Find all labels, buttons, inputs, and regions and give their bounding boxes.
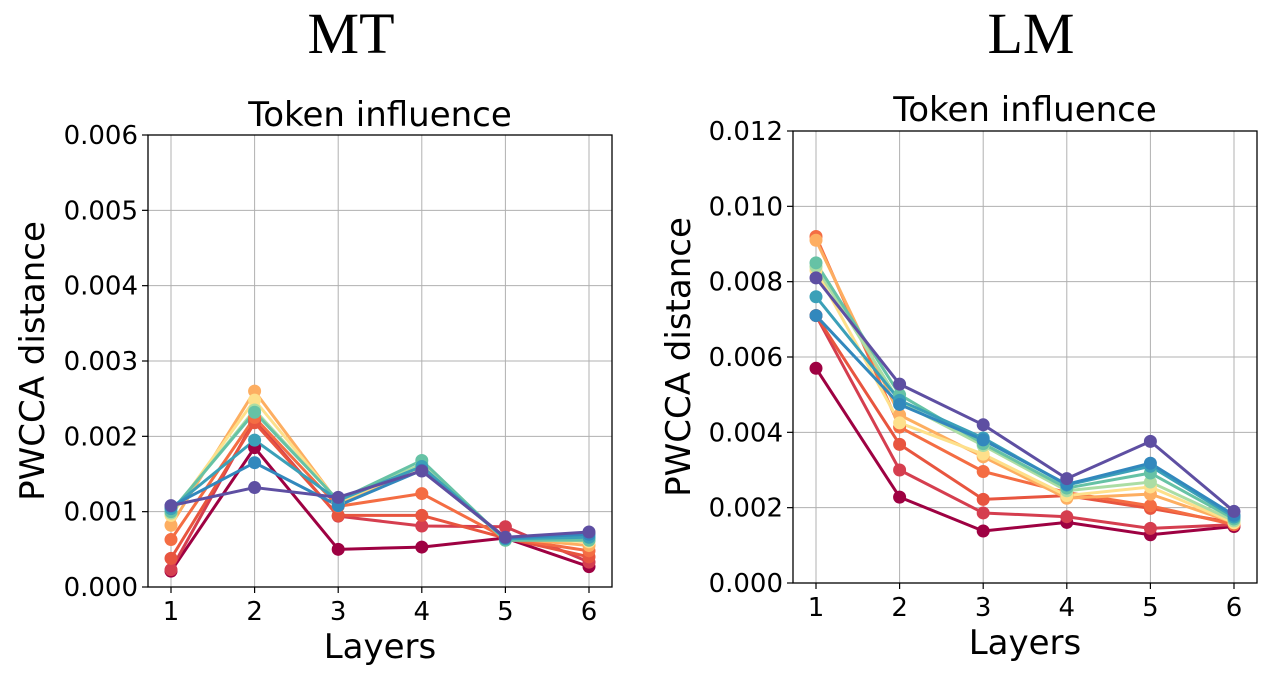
mt-series-11-point — [415, 464, 429, 478]
lm-plot-frame — [792, 130, 1258, 584]
mt-xtick-label: 5 — [497, 597, 514, 627]
lm-series-1-point — [809, 361, 823, 375]
lm-series-5-point — [809, 233, 823, 247]
mt-y-axis-label: PWCCA distance — [13, 221, 53, 501]
mt-series-1-point — [331, 542, 345, 556]
mt-xtick-label: 1 — [163, 597, 180, 627]
mt-series-11-point — [248, 481, 262, 495]
lm-series-11-point — [1143, 434, 1157, 448]
lm-series-10-point — [893, 397, 907, 411]
mt-series-3-point — [331, 508, 345, 522]
mt-ytick-label: 0.000 — [64, 573, 138, 603]
mt-ytick-label: 0.004 — [64, 272, 138, 302]
lm-ytick-label: 0.012 — [709, 117, 783, 147]
lm-series-11-point — [976, 418, 990, 432]
lm-series-10-point — [1143, 456, 1157, 470]
mt-x-axis-label: Layers — [324, 627, 437, 667]
lm-series-11-point — [1227, 504, 1241, 518]
lm-series-10-point — [976, 433, 990, 447]
lm-x-axis-label: Layers — [969, 623, 1082, 663]
mt-plot-frame — [147, 134, 613, 588]
mt-series-11-point — [331, 490, 345, 504]
lm-ytick-label: 0.004 — [709, 418, 783, 448]
lm-series-line-6 — [814, 269, 1235, 525]
mt-ytick-label: 0.006 — [64, 121, 138, 151]
lm-y-axis-label: PWCCA distance — [659, 217, 699, 497]
lm-ytick-label: 0.006 — [709, 343, 783, 373]
lm-series-1-point — [976, 524, 990, 538]
lm-chart: 0.000 0.002 0.004 0.006 0.008 0.010 0.012 1 2 3 4 5… — [659, 90, 1258, 663]
mt-plot-title: Token influence — [247, 95, 512, 135]
lm-series-10-point — [809, 309, 823, 323]
mt-series-2-point — [164, 563, 178, 577]
lm-series-line-1 — [814, 367, 1235, 537]
lm-series-line-11 — [814, 276, 1235, 513]
lm-ytick-label: 0.002 — [709, 494, 783, 524]
mt-series-5-point — [164, 518, 178, 532]
lm-series-line-2 — [814, 314, 1235, 530]
lm-series-8-point — [809, 256, 823, 270]
mt-series-4-point — [164, 533, 178, 547]
lm-series-line-8 — [814, 262, 1235, 521]
mt-series-3-point — [415, 508, 429, 522]
mt-series-line-8 — [169, 410, 589, 542]
mt-series-1-point — [415, 540, 429, 554]
lm-series-11-point — [809, 271, 823, 285]
lm-xtick-label: 4 — [1059, 593, 1076, 623]
mt-series-6-point — [248, 393, 262, 407]
lm-series-4-point — [976, 465, 990, 479]
mt-series-line-1 — [169, 446, 590, 573]
mt-series-4-point — [415, 487, 429, 501]
mt-series-11-point — [498, 530, 512, 544]
mt-ytick-label: 0.003 — [64, 347, 138, 377]
lm-series-2-point — [976, 506, 990, 520]
lm-series-3-point — [976, 492, 990, 506]
lm-ytick-label: 0.008 — [709, 268, 783, 298]
mt-xtick-label: 6 — [581, 597, 598, 627]
mt-series-11-point — [164, 499, 178, 513]
lm-section-title: LM — [968, 0, 1094, 68]
mt-xtick-label: 4 — [414, 597, 431, 627]
lm-ytick-label: 0.000 — [709, 569, 783, 599]
lm-series-line-10 — [814, 314, 1235, 517]
lm-series-2-point — [893, 463, 907, 477]
mt-ytick-label: 0.002 — [64, 422, 138, 452]
mt-chart: 0.000 0.001 0.002 0.003 0.004 0.005 0.006 1 2 3 4 5… — [13, 95, 613, 667]
lm-series-1-point — [893, 490, 907, 504]
lm-xtick-label: 1 — [808, 593, 825, 623]
lm-series-line-5 — [814, 239, 1235, 525]
mt-series-9-point — [248, 433, 262, 447]
lm-series-6-point — [893, 416, 907, 430]
mt-series-line-11 — [170, 469, 590, 539]
mt-series-5-point — [248, 384, 262, 398]
mt-series-10-point — [248, 456, 262, 470]
lm-series-3-point — [893, 437, 907, 451]
lm-ytick-label: 0.010 — [709, 192, 783, 222]
lm-xtick-label: 2 — [891, 593, 908, 623]
lm-xtick-label: 3 — [975, 593, 992, 623]
mt-xtick-label: 3 — [330, 597, 347, 627]
lm-series-line-7 — [814, 265, 1235, 523]
lm-series-9-point — [809, 290, 823, 304]
lm-series-line-3 — [814, 314, 1235, 525]
mt-ytick-label: 0.005 — [64, 196, 138, 226]
mt-series-3-point — [164, 551, 178, 565]
lm-series-7-point — [1143, 475, 1157, 489]
lm-series-11-point — [893, 377, 907, 391]
mt-section-title: MT — [288, 0, 414, 68]
lm-series-2-point — [1143, 521, 1157, 535]
lm-xtick-label: 6 — [1226, 593, 1243, 623]
mt-series-2-point — [498, 520, 512, 534]
lm-series-2-point — [1060, 510, 1074, 524]
lm-xtick-label: 5 — [1142, 593, 1159, 623]
mt-xtick-label: 2 — [246, 597, 263, 627]
lm-series-11-point — [1060, 472, 1074, 486]
mt-series-11-point — [582, 525, 596, 539]
mt-series-2-point — [415, 519, 429, 533]
mt-ytick-label: 0.001 — [64, 498, 138, 528]
mt-series-8-point — [248, 405, 262, 419]
lm-plot-title: Token influence — [892, 90, 1157, 130]
lm-series-4-point — [1143, 499, 1157, 513]
